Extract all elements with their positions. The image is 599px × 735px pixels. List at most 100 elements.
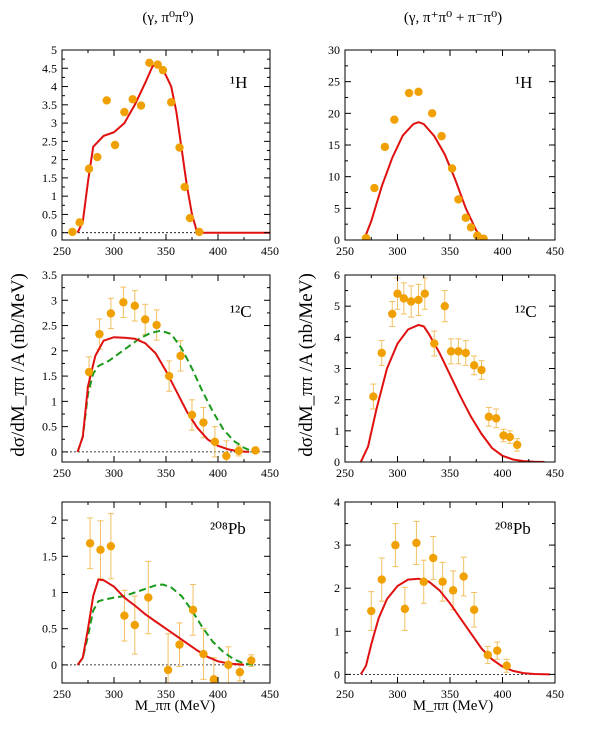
y-tick-label: 3 <box>334 362 340 376</box>
x-tick-label: 450 <box>546 244 564 258</box>
y-tick-label: 15 <box>328 138 340 152</box>
xlabel-right: M_ππ (MeV) <box>413 698 494 714</box>
y-tick-label: 25 <box>328 75 340 89</box>
data-point <box>399 294 408 303</box>
nucleus-label: ¹H <box>515 73 532 92</box>
y-tick-label: 2 <box>51 513 57 527</box>
y-tick-label: 0 <box>51 226 57 240</box>
y-tick-label: 0.5 <box>42 420 57 434</box>
data-point <box>163 665 173 675</box>
data-point <box>420 289 429 298</box>
data-point <box>152 320 161 330</box>
data-point <box>388 309 397 319</box>
panel-0-0: 250 300 350 400 450 0 0.5 1 1.5 2 2.5 3 3.5 4 4.5 5 ¹H <box>42 43 279 258</box>
data-point <box>454 347 463 356</box>
data-point <box>130 620 139 630</box>
y-tick-label: 3 <box>334 538 340 552</box>
data-point <box>167 98 176 107</box>
data-point <box>493 646 502 655</box>
data-point <box>106 541 116 551</box>
x-tick-label: 350 <box>157 687 175 701</box>
x-tick-label: 300 <box>389 466 407 480</box>
data-point <box>96 545 105 554</box>
x-tick-label: 450 <box>546 687 564 701</box>
data-point <box>222 451 231 461</box>
data-point <box>484 412 494 422</box>
y-tick-label: 20 <box>328 106 340 120</box>
y-tick-label: 2 <box>334 393 340 407</box>
data-point <box>502 661 511 670</box>
y-tick-label: 4 <box>51 80 57 94</box>
data-point <box>110 140 120 150</box>
data-point <box>380 142 390 152</box>
x-tick-label: 250 <box>336 244 354 258</box>
y-tick-label: 0.5 <box>42 207 57 221</box>
solid-curve <box>359 323 545 462</box>
panel-2-1: 250 300 350 400 450 0 1 2 3 4 ²⁰⁸Pb <box>334 495 564 701</box>
y-tick-label: 3 <box>51 293 57 307</box>
data-point <box>412 538 421 548</box>
data-point <box>427 109 437 118</box>
y-tick-label: 10 <box>328 170 340 184</box>
y-tick-label: 1 <box>51 189 57 203</box>
data-point <box>136 101 146 110</box>
ylabel-right: dσ/dM_ππ /A (nb/MeV) <box>296 273 317 457</box>
x-tick-label: 350 <box>441 687 459 701</box>
data-point <box>446 347 456 356</box>
x-tick-label: 250 <box>53 244 71 258</box>
y-tick-label: 0 <box>334 455 340 469</box>
x-tick-label: 400 <box>494 244 512 258</box>
x-tick-label: 300 <box>105 687 123 701</box>
y-tick-label: 0 <box>51 445 57 459</box>
y-tick-label: 1 <box>334 424 340 438</box>
data-point <box>461 213 470 223</box>
y-tick-label: 5 <box>334 299 340 313</box>
data-point <box>459 572 468 581</box>
data-point <box>209 675 219 683</box>
nucleus-label: ¹²C <box>230 302 252 321</box>
data-point <box>454 195 463 204</box>
y-tick-label: 3.5 <box>42 268 57 282</box>
y-tick-label: 2.5 <box>42 319 57 333</box>
x-tick-label: 450 <box>261 244 279 258</box>
x-tick-label: 300 <box>105 466 123 480</box>
data-point <box>430 339 439 348</box>
y-tick-label: 1 <box>334 624 340 638</box>
x-tick-label: 400 <box>209 687 227 701</box>
nucleus-label: ¹H <box>230 73 247 92</box>
data-point <box>437 131 446 141</box>
x-tick-label: 350 <box>157 244 175 258</box>
data-point <box>68 227 77 237</box>
x-tick-label: 450 <box>261 687 279 701</box>
y-tick-label: 5 <box>334 201 340 215</box>
data-point <box>477 365 486 375</box>
data-point <box>499 431 508 440</box>
data-point <box>393 289 402 298</box>
y-tick-label: 1 <box>51 394 57 408</box>
data-point <box>210 437 220 446</box>
dashed-curve <box>76 329 256 453</box>
data-point <box>492 414 501 423</box>
data-point <box>187 410 197 420</box>
data-point <box>414 87 423 97</box>
panel-1-1: 250 300 350 400 450 0 1 2 3 4 5 6 ¹²C <box>334 268 564 480</box>
x-tick-label: 350 <box>441 466 459 480</box>
y-tick-label: 2 <box>51 344 57 358</box>
data-point <box>75 218 84 227</box>
data-point <box>164 371 174 381</box>
data-point <box>419 577 428 586</box>
data-point <box>145 58 154 67</box>
data-point <box>448 586 458 595</box>
nucleus-label: ²⁰⁸Pb <box>495 519 531 538</box>
data-point <box>84 164 94 173</box>
data-point <box>180 182 189 192</box>
x-tick-label: 250 <box>53 687 71 701</box>
data-point <box>361 233 371 240</box>
data-point <box>369 392 378 401</box>
x-tick-label: 350 <box>157 466 175 480</box>
data-point <box>429 553 438 563</box>
data-point <box>414 295 423 305</box>
data-point <box>473 231 482 240</box>
dashed-curve <box>76 583 255 666</box>
y-tick-label: 4 <box>334 495 340 509</box>
